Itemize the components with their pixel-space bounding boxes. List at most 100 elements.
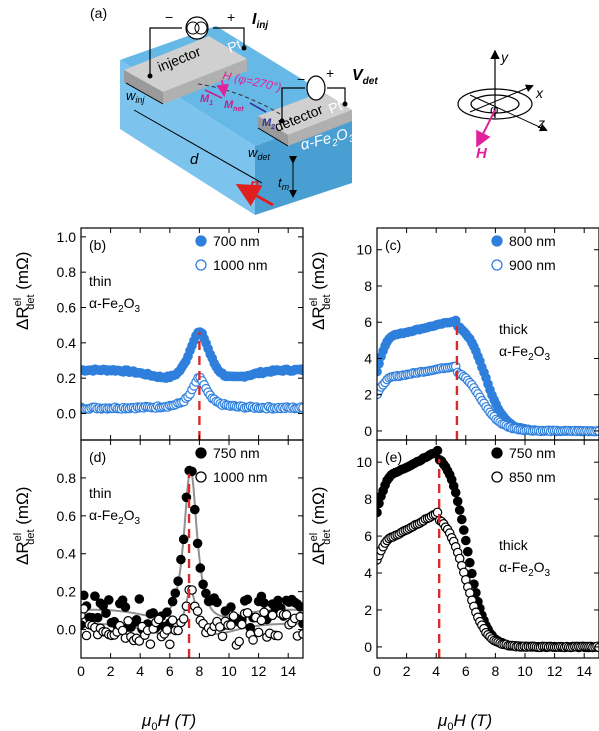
m2-arrow (249, 102, 267, 113)
field-ellipse-inner (470, 94, 520, 114)
data-point (170, 588, 181, 598)
n-vector-arrow (235, 184, 274, 207)
annotation-line-2: α-Fe2O3 (89, 507, 141, 527)
injector-top (124, 36, 247, 92)
data-point (134, 594, 145, 604)
legend-marker (195, 447, 207, 459)
legend-marker (195, 259, 207, 271)
plus-injector: + (227, 9, 235, 25)
legend-label: 800 nm (509, 233, 556, 249)
y-tick-label: 0.0 (57, 406, 77, 422)
data-point (148, 608, 158, 618)
data-point (178, 613, 189, 624)
data-point (228, 611, 239, 621)
data-point (187, 466, 197, 477)
pt-label-injector: Pt (225, 36, 243, 56)
x-tick-label: 0 (373, 663, 381, 679)
y-tick-label: 0 (364, 639, 372, 655)
y-tick-label: 0.8 (57, 264, 77, 280)
data-point (167, 596, 178, 607)
x-tick-label: 14 (280, 663, 296, 679)
data-point (173, 625, 183, 636)
m1-arrow (204, 89, 223, 99)
data-point (242, 594, 253, 605)
x-tick-label: 6 (462, 663, 470, 679)
current-source-icon (185, 16, 209, 40)
data-point (92, 612, 103, 623)
data-point (594, 642, 599, 653)
data-point (104, 595, 114, 605)
legend-marker (491, 471, 503, 483)
plot-area (377, 315, 599, 440)
data-point (176, 554, 186, 565)
legend-marker (491, 235, 503, 247)
x-tick-label: 4 (432, 663, 440, 679)
legend-label: 750 nm (213, 445, 260, 461)
h-field-arrow (216, 79, 229, 98)
data-point (295, 602, 303, 612)
coord-phi-label: φ (490, 102, 498, 117)
annotation-line-1: thick (499, 537, 529, 553)
annotation-line-2: α-Fe2O3 (499, 559, 551, 579)
panel-label: (e) (385, 449, 402, 465)
data-point (153, 614, 164, 625)
annotation-line-2: α-Fe2O3 (499, 343, 551, 363)
pt-label-detector: Pt (326, 97, 344, 117)
data-point (81, 604, 89, 614)
data-point (167, 615, 178, 625)
w-det-dim (257, 127, 289, 147)
data-point (165, 639, 175, 650)
panel-e: 0 2 4 6 8 10 12 14 0 2 4 6 8 10 (e) 750 nm 850 nm thick α-… (356, 439, 599, 679)
w-det-label: wdet (248, 145, 270, 162)
d-label: d (190, 151, 199, 168)
w-inj-label: winj (126, 88, 145, 105)
x-axis-label-right: μ0H (T) (437, 711, 492, 731)
data-point (452, 496, 463, 507)
injector-side (124, 70, 163, 104)
data-point (190, 504, 200, 515)
y-tick-label: 2 (364, 602, 372, 618)
data-point (432, 445, 443, 456)
legend-label: 900 nm (509, 257, 556, 273)
data-point (295, 611, 303, 622)
y-tick-label: 4 (364, 565, 372, 581)
legend-label: 850 nm (509, 469, 556, 485)
data-point (460, 535, 471, 546)
y-tick-label: 6 (364, 528, 372, 544)
annotation-line-1: thin (89, 273, 112, 289)
y-tick-label: 0.8 (57, 470, 77, 486)
field-ellipse-outer (457, 88, 533, 120)
panel-d: 0 2 4 6 8 10 12 14 0.0 0.2 0.4 0.6 0.8 (d) 750 nm 1000 … (57, 439, 304, 679)
x-tick-label: 14 (576, 663, 592, 679)
detector-contact-dot-left (279, 118, 285, 124)
y-tick-label: 10 (356, 454, 372, 470)
panel-label-a: (a) (90, 5, 107, 21)
z-axis-arrow (469, 94, 548, 132)
n-label: n (250, 176, 259, 193)
x-tick-label: 2 (107, 663, 115, 679)
detector-side (258, 116, 288, 146)
data-point (120, 602, 131, 612)
x-tick-label: 4 (136, 663, 144, 679)
x-tick-label: 8 (492, 663, 500, 679)
data-point (123, 615, 133, 626)
x-tick-label: 6 (166, 663, 174, 679)
y-axis-label-c: ΔReldet (mΩ) (308, 252, 333, 330)
data-point (281, 609, 292, 620)
data-point (256, 615, 267, 626)
device-schematic: (a) injector Pt detector Pt − + Iinj (90, 5, 378, 215)
data-point (178, 534, 189, 545)
annotation-line-1: thin (89, 485, 112, 501)
detector-contact-dot-right (342, 101, 348, 107)
panel-c: 0 2 4 6 8 10 (c) 800 nm 900 nm thick α-Fe2O3 (356, 227, 599, 441)
y-tick-label: 10 (356, 242, 372, 258)
data-point (377, 366, 382, 377)
panel-label: (d) (89, 449, 106, 465)
y-tick-label: 0.6 (57, 508, 77, 524)
legend-label: 1000 nm (213, 257, 267, 273)
d-dim-line (133, 109, 263, 184)
data-point (81, 630, 92, 641)
data-point (145, 639, 156, 649)
y-axis-label-b: ΔReldet (mΩ) (12, 252, 37, 330)
annotation-line-2: α-Fe2O3 (89, 295, 141, 315)
